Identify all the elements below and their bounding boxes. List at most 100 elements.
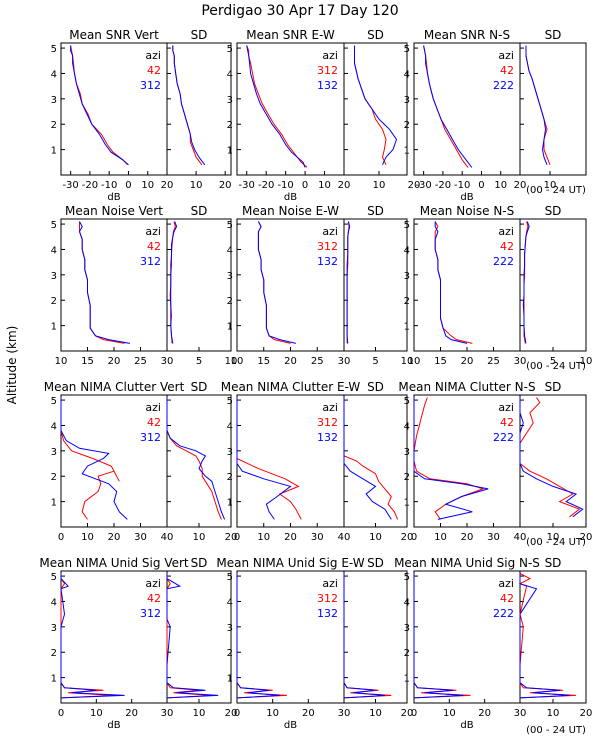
x-tick-label: 20 — [108, 532, 121, 543]
series-line-42 — [60, 397, 120, 520]
y-tick-label: 4 — [227, 597, 233, 608]
x-tick-label: -30 — [62, 180, 78, 191]
series-line-312 — [354, 45, 387, 166]
y-tick-label: 4 — [51, 421, 57, 432]
panel-title: Mean NIMA Unid Sig N-S — [394, 556, 540, 570]
panel-title: Mean Noise E-W — [242, 204, 339, 218]
x-tick-label: -20 — [82, 180, 98, 191]
legend-title: azi — [145, 577, 161, 590]
legend-red-entry: 312 — [317, 416, 338, 429]
y-tick-label: 2 — [51, 120, 57, 131]
series-line-312 — [343, 397, 399, 520]
y-tick-label: 2 — [51, 296, 57, 307]
y-tick-label: 1 — [404, 498, 410, 509]
x-tick-label: 20 — [125, 708, 138, 719]
y-tick-label: 3 — [227, 271, 233, 282]
x-axis-label: dB — [460, 720, 473, 731]
x-tick-label: 0 — [302, 180, 308, 191]
series-line-312 — [257, 221, 291, 344]
x-tick-label: 20 — [401, 708, 414, 719]
legend-blue-entry: 312 — [140, 607, 161, 620]
panel-frame — [60, 218, 168, 352]
panel-2-5: Mean Noise N-S 1 2 3 4 5 10 15 20 25 30 azi 42 222 — [404, 204, 527, 367]
x-tick-label: 10 — [580, 356, 593, 367]
x-tick-label: 10 — [190, 180, 203, 191]
series-line-132 — [236, 397, 292, 520]
y-tick-label: 4 — [51, 597, 57, 608]
panel-title: Mean SNR E-W — [246, 28, 335, 42]
x-tick-label: 10 — [55, 356, 68, 367]
series-line-42 — [70, 45, 128, 166]
y-tick-label: 1 — [227, 146, 233, 157]
x-tick-label: -20 — [435, 180, 451, 191]
panel-frame — [343, 394, 408, 528]
x-tick-label: 10 — [547, 708, 560, 719]
panel-frame — [236, 394, 345, 528]
x-tick-label: 10 — [401, 356, 414, 367]
y-tick-label: 4 — [404, 597, 410, 608]
y-tick-label: 5 — [51, 220, 57, 231]
series-line-222 — [519, 573, 570, 699]
panel-3-1: Mean NIMA Clutter Vert 1 2 3 4 5 0 10 20 30 40 azi 4… — [44, 380, 185, 543]
panel-title: Mean Noise N-S — [420, 204, 515, 218]
y-tick-label: 1 — [404, 146, 410, 157]
y-tick-label: 3 — [51, 95, 57, 106]
series-line-312 — [172, 45, 206, 166]
panel-2-6: SD 5 10 — [519, 204, 593, 367]
panel-2-3: Mean Noise E-W 1 2 3 4 5 10 15 20 25 30 azi 312 132 — [227, 204, 351, 367]
panel-frame — [343, 42, 408, 176]
panel-title: Mean NIMA Clutter N-S — [398, 380, 535, 394]
series-line-222 — [413, 573, 464, 699]
series-line-222 — [519, 397, 584, 518]
y-tick-label: 3 — [227, 447, 233, 458]
x-tick-label: 20 — [225, 708, 238, 719]
x-tick-label: 30 — [161, 708, 174, 719]
panel-title: SD — [191, 380, 208, 394]
panel-frame — [413, 570, 521, 704]
series-line-312 — [60, 397, 128, 520]
series-line-222 — [434, 221, 468, 344]
y-tick-label: 2 — [227, 648, 233, 659]
legend-red-entry: 42 — [147, 240, 161, 253]
series-line-312 — [166, 397, 226, 520]
x-tick-label: 20 — [219, 180, 232, 191]
x-tick-label: 20 — [408, 180, 421, 191]
x-tick-label: 30 — [338, 708, 351, 719]
panel-title: SD — [191, 28, 208, 42]
series-line-132 — [346, 221, 351, 344]
x-tick-label: 10 — [434, 532, 447, 543]
y-tick-label: 1 — [227, 322, 233, 333]
y-tick-label: 1 — [227, 674, 233, 685]
panel-1-3: Mean SNR E-W 1 2 3 4 5 -30 -20 -10 0 10 20 dB azi 312 1… — [227, 28, 351, 203]
x-tick-label: 0 — [125, 180, 131, 191]
y-tick-label: 1 — [227, 498, 233, 509]
x-tick-label: 5 — [196, 356, 202, 367]
x-axis-label: dB — [107, 720, 120, 731]
legend-red-entry: 42 — [500, 592, 514, 605]
time-range-note: (00 - 24 UT) — [526, 537, 586, 548]
x-tick-label: 20 — [284, 356, 297, 367]
legend-red-entry: 42 — [500, 240, 514, 253]
x-tick-label: 20 — [161, 180, 174, 191]
x-tick-label: 25 — [487, 356, 500, 367]
x-tick-label: 30 — [311, 532, 324, 543]
x-axis-label: dB — [460, 192, 473, 203]
x-tick-label: -20 — [258, 180, 274, 191]
panel-title: SD — [367, 204, 384, 218]
panel-title: Mean Noise Vert — [65, 204, 163, 218]
legend-title: azi — [322, 49, 338, 62]
legend-red-entry: 312 — [317, 240, 338, 253]
panel-4-1: Mean NIMA Unid Sig Vert 1 2 3 4 5 0 10 20 30 dB azi… — [39, 556, 189, 731]
series-line-132 — [343, 397, 392, 520]
series-line-42 — [423, 45, 469, 168]
panel-title: SD — [367, 380, 384, 394]
panel-1-1: Mean SNR Vert 1 2 3 4 5 -30 -20 -10 0 10 20 dB azi 42 3… — [51, 28, 174, 203]
panel-title: Mean NIMA Unid Sig E-W — [216, 556, 364, 570]
y-tick-label: 5 — [404, 44, 410, 55]
x-tick-label: 10 — [231, 356, 244, 367]
x-tick-label: 10 — [266, 708, 279, 719]
panel-3-5: Mean NIMA Clutter N-S 1 2 3 4 5 0 10 20 30 40 azi 42… — [398, 380, 535, 543]
panel-title: SD — [545, 204, 562, 218]
legend-red-entry: 42 — [147, 592, 161, 605]
